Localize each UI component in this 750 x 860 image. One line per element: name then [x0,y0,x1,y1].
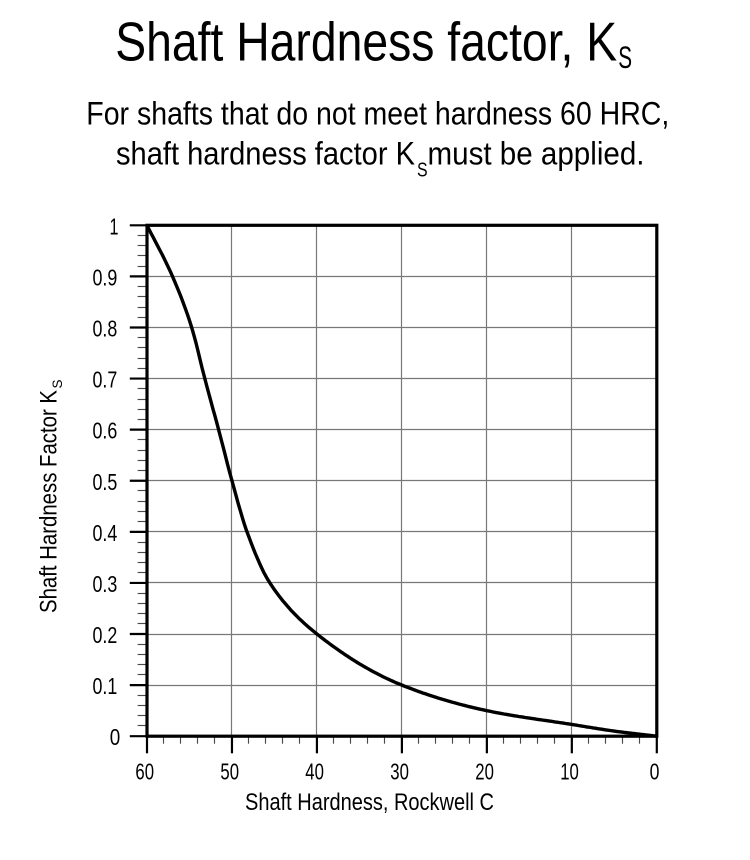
svg-text:Shaft Hardness, Rockwell C: Shaft Hardness, Rockwell C [245,789,494,816]
svg-text:must be applied.: must be applied. [428,136,645,172]
svg-text:60: 60 [135,759,154,785]
svg-text:20: 20 [475,759,494,785]
svg-text:0.4: 0.4 [93,520,118,546]
svg-text:Shaft Hardness Factor K: Shaft Hardness Factor K [36,390,63,613]
svg-text:S: S [618,39,632,75]
svg-text:0.7: 0.7 [93,367,118,393]
svg-text:0.9: 0.9 [93,264,118,290]
svg-text:30: 30 [390,759,409,785]
svg-text:Shaft Hardness factor, K: Shaft Hardness factor, K [115,12,617,73]
svg-text:0.3: 0.3 [93,571,118,597]
svg-text:0.1: 0.1 [93,673,118,699]
svg-text:10: 10 [560,759,579,785]
svg-text:0.8: 0.8 [93,316,118,342]
svg-text:1: 1 [110,213,119,239]
svg-text:40: 40 [305,759,324,785]
svg-text:0: 0 [110,724,121,750]
svg-text:S: S [50,380,65,389]
svg-text:50: 50 [220,759,239,785]
svg-text:0.5: 0.5 [93,469,118,495]
svg-text:0.6: 0.6 [93,418,118,444]
svg-text:0: 0 [650,759,660,785]
svg-text:S: S [417,160,428,182]
svg-text:0.2: 0.2 [93,622,118,648]
svg-text:For shafts that do not meet ha: For shafts that do not meet hardness 60 … [86,96,669,132]
svg-text:shaft hardness factor K: shaft hardness factor K [116,136,415,172]
